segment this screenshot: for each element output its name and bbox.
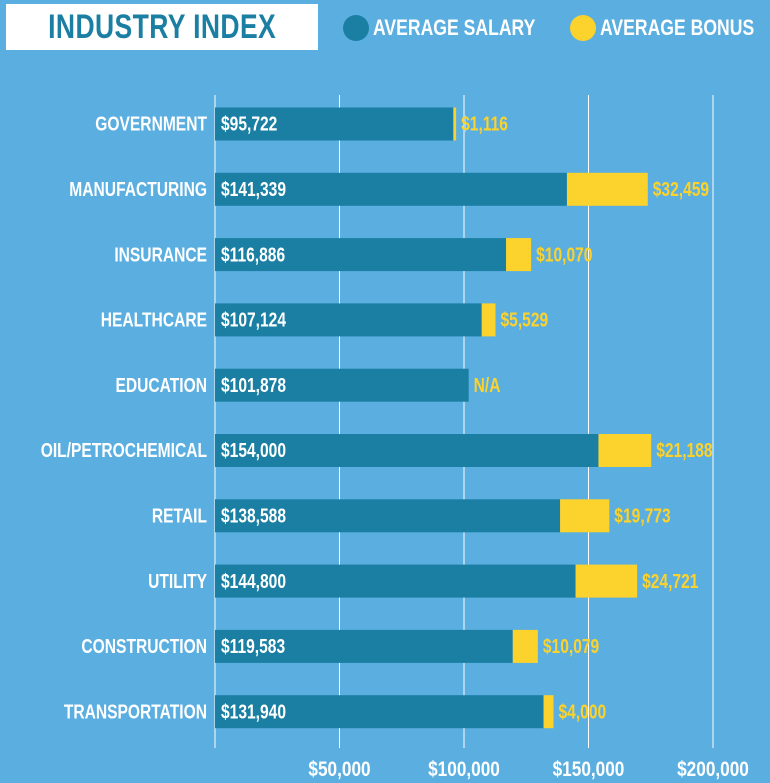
salary-value-label: $101,878 [221, 374, 286, 396]
salary-value-label: $154,000 [221, 439, 286, 461]
salary-value-label: $95,722 [221, 113, 277, 135]
category-label: TRANSPORTATION [64, 701, 207, 723]
bonus-bar [481, 303, 496, 337]
salary-bar [215, 434, 599, 467]
salary-value-label: $119,583 [221, 635, 285, 657]
bonus-bar [566, 172, 648, 206]
salary-bar [215, 107, 454, 141]
bonus-value-label: $10,070 [536, 243, 592, 265]
salary-value-label: $131,940 [221, 701, 286, 723]
bonus-bar [453, 107, 457, 141]
legend-bonus-swatch [570, 15, 596, 41]
salary-bar [215, 564, 576, 598]
bonus-bar [512, 629, 538, 663]
bonus-value-label: $10,079 [543, 635, 599, 657]
category-label: CONSTRUCTION [81, 635, 207, 657]
legend-salary: AVERAGE SALARY [343, 13, 576, 43]
legend-bonus: AVERAGE BONUS [570, 13, 770, 43]
salary-bar [215, 238, 507, 272]
salary-value-label: $138,588 [221, 505, 286, 527]
salary-bar [215, 695, 544, 729]
bonus-value-label: $21,188 [656, 439, 712, 461]
bonus-bar [598, 434, 652, 467]
salary-value-label: $116,886 [221, 243, 285, 265]
salary-bar [215, 499, 561, 533]
bonus-value-label: $24,721 [642, 570, 698, 592]
category-label: INSURANCE [114, 243, 207, 265]
bonus-value-label: $19,773 [614, 505, 670, 527]
category-label: EDUCATION [115, 374, 207, 396]
category-label: OIL/PETROCHEMICAL [41, 439, 207, 461]
x-tick-label: $100,000 [428, 759, 500, 782]
bonus-value-label: $4,000 [558, 701, 606, 723]
salary-bar [215, 368, 469, 402]
category-label: MANUFACTURING [69, 178, 207, 200]
title-box: INDUSTRY INDEX [6, 4, 318, 50]
chart-title: INDUSTRY INDEX [48, 7, 276, 46]
salary-bar [215, 303, 482, 337]
salary-value-label: $144,800 [221, 570, 286, 592]
category-label: UTILITY [148, 570, 207, 592]
salary-bar [215, 629, 513, 663]
x-tick-label: $200,000 [677, 759, 749, 782]
x-tick-label: $150,000 [553, 759, 625, 782]
bonus-value-label: $32,459 [653, 178, 709, 200]
bonus-value-label: N/A [474, 374, 501, 396]
x-tick-label: $50,000 [308, 759, 370, 782]
bonus-value-label: $5,529 [501, 309, 549, 331]
bonus-bar [560, 499, 610, 533]
salary-value-label: $107,124 [221, 309, 286, 331]
category-label: RETAIL [152, 505, 207, 527]
category-label: GOVERNMENT [95, 113, 207, 135]
salary-bar [215, 172, 567, 206]
bonus-value-label: $1,116 [461, 113, 508, 135]
legend-bonus-label: AVERAGE BONUS [600, 15, 755, 40]
legend-salary-swatch [343, 15, 369, 41]
bonus-bar [575, 564, 638, 598]
legend-salary-label: AVERAGE SALARY [373, 15, 536, 40]
bonus-bar [543, 695, 554, 729]
salary-value-label: $141,339 [221, 178, 286, 200]
bonus-bar [506, 238, 532, 272]
category-label: HEALTHCARE [101, 309, 207, 331]
